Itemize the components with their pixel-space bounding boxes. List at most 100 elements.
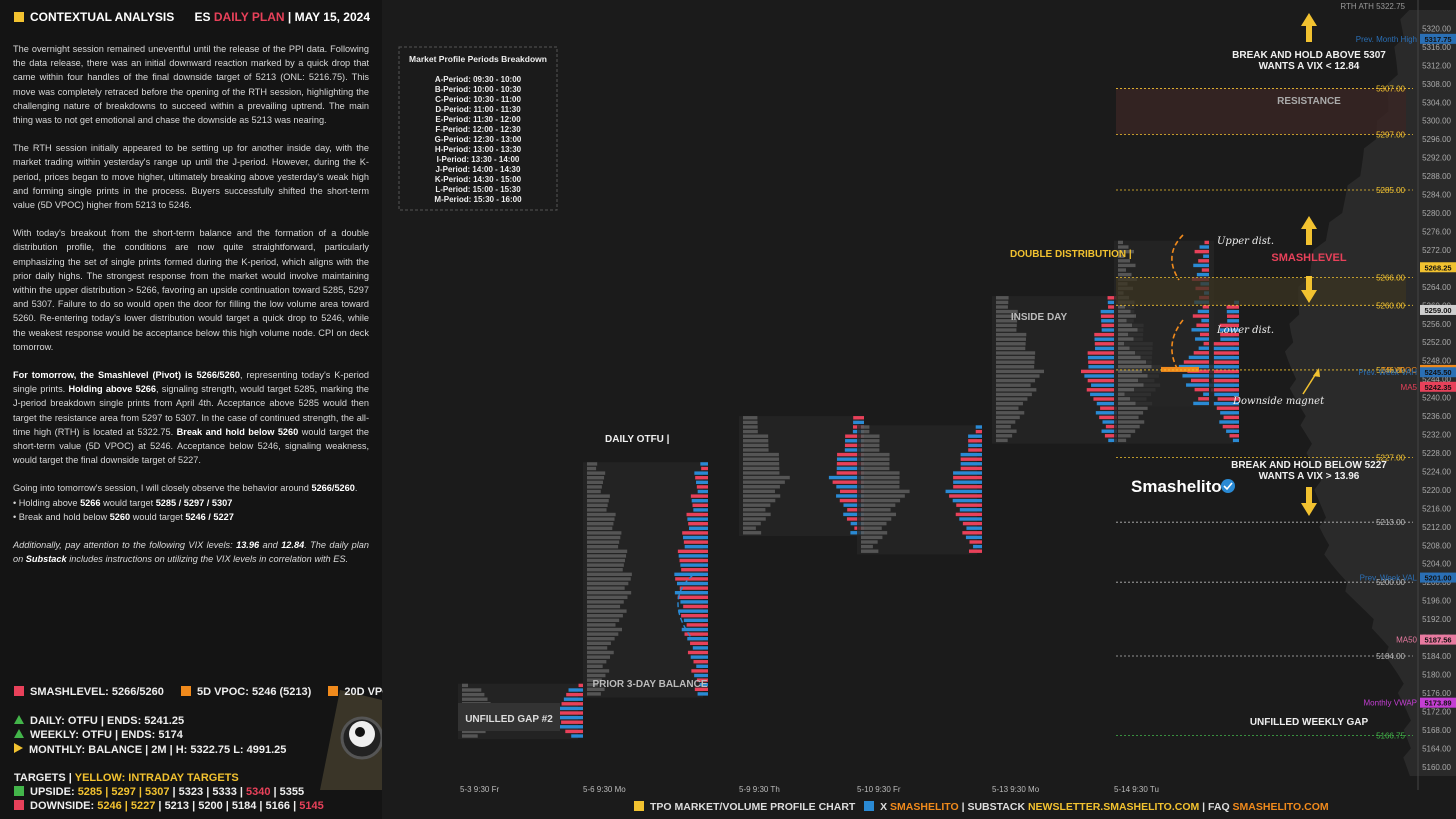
tpo-letters [462,683,468,688]
volume-bar [962,531,982,535]
volume-bar [692,503,708,508]
upside-swatch-icon [14,786,24,796]
volume-bar [949,494,982,498]
tpo-letters [861,526,882,530]
tpo-letters [743,443,769,448]
tpo-letters [743,512,771,517]
volume-bar [684,545,708,549]
y-tick-label: 5264.00 [1422,283,1451,292]
volume-bar [674,591,708,595]
x-handle-link[interactable]: SMASHELITO [890,801,959,813]
tpo-letters [743,466,780,471]
period-row: C-Period: 10:30 - 11:00 [435,95,521,104]
period-row: D-Period: 11:00 - 11:30 [435,105,521,114]
title-square-icon [14,12,24,22]
volume-bar [1202,305,1209,309]
volume-bar [953,480,982,484]
volume-bar [680,563,708,567]
volume-bar [1220,337,1239,341]
volume-bar [1198,259,1209,263]
x-tick-label: 5-3 9:30 Fr [460,785,499,794]
tpo-letters [743,416,758,420]
volume-bar [1214,392,1239,397]
weekly-status: WEEKLY: OTFU | ENDS: 5174 [14,729,183,741]
volume-bar [1208,374,1239,378]
volume-profile-right [1284,10,1456,776]
y-tick-label: 5212.00 [1422,523,1451,532]
tpo-letters [996,305,1008,309]
price-tag [1420,381,1456,392]
price-tag-value: 5245.50 [1424,368,1451,377]
volume-bar [847,508,864,512]
tpo-letters [587,480,603,485]
volume-bar [836,494,864,498]
volume-bar [571,734,583,738]
volume-bar [678,609,708,613]
tpo-letters [1118,245,1129,249]
level-label: 5200.00 [1376,578,1405,587]
volume-bar [1100,406,1117,410]
daily-otfu-label: DAILY OTFU | [605,434,670,445]
tpo-letters [861,429,870,434]
volume-bar [1210,388,1239,392]
tpo-letters [587,623,616,627]
tpo-letters [462,729,486,734]
tpo-letters [996,411,1025,415]
period-row: E-Period: 11:30 - 12:00 [435,115,521,124]
volume-bar [839,498,864,503]
y-tick-label: 5284.00 [1422,191,1451,200]
volume-bar [1100,309,1117,314]
paragraph-1: The overnight session remained uneventfu… [13,44,369,126]
volume-bar [836,471,864,475]
mascot-icon [320,690,382,790]
tpo-letters [587,637,615,641]
tpo-letters [587,581,629,586]
volume-bar [678,554,708,558]
volume-bar [1191,378,1209,383]
volume-bar [681,614,708,618]
tpo-letters [996,296,1009,300]
period-row: B-Period: 10:00 - 10:30 [435,85,522,94]
smashlevel-swatch-icon [14,686,24,696]
volume-bar [1188,355,1209,360]
substack-link[interactable]: NEWSLETTER.SMASHELITO.COM [1027,801,1200,813]
volume-bar [568,688,583,692]
tpo-letters [743,498,776,503]
volume-bar [1091,383,1117,387]
volume-bar [1178,364,1209,369]
tpo-letters [587,508,607,512]
double-distribution-label: DOUBLE DISTRIBUTION | [1010,249,1132,260]
faq-link[interactable]: SMASHELITO.COM [1232,801,1329,813]
volume-bar [690,655,708,659]
tpo-letters [743,503,771,507]
tpo-letters [587,664,603,669]
volume-bar [701,466,708,471]
tpo-letters [1118,383,1144,387]
volume-bar [965,535,982,540]
y-tick-label: 5312.00 [1422,61,1451,70]
volume-bar [1102,420,1117,424]
tpo-letters [996,434,1013,438]
y-tick-label: 5232.00 [1422,431,1451,440]
tpo-letters [1118,355,1141,360]
y-tick-label: 5288.00 [1422,172,1451,181]
tpo-letters [996,374,1040,378]
tpo-letters [996,319,1018,323]
tpo-letters [743,526,756,530]
price-tag [1420,634,1456,645]
volume-bar [696,480,708,485]
volume-bar [1212,342,1239,346]
tpo-letters [1118,438,1127,443]
smashlevel-zone [1116,277,1406,306]
volume-bar [1217,397,1239,401]
volume-bar [1107,296,1117,300]
volume-bar [960,452,982,457]
tpo-letters [996,392,1032,397]
tpo-letters [1118,420,1145,424]
volume-bar [1108,305,1117,309]
y-tick-label: 5300.00 [1422,117,1451,126]
volume-bar [1101,328,1117,332]
volume-bar [968,443,982,448]
price-tag-value: 5187.56 [1424,636,1451,645]
volume-bar [1087,351,1117,355]
